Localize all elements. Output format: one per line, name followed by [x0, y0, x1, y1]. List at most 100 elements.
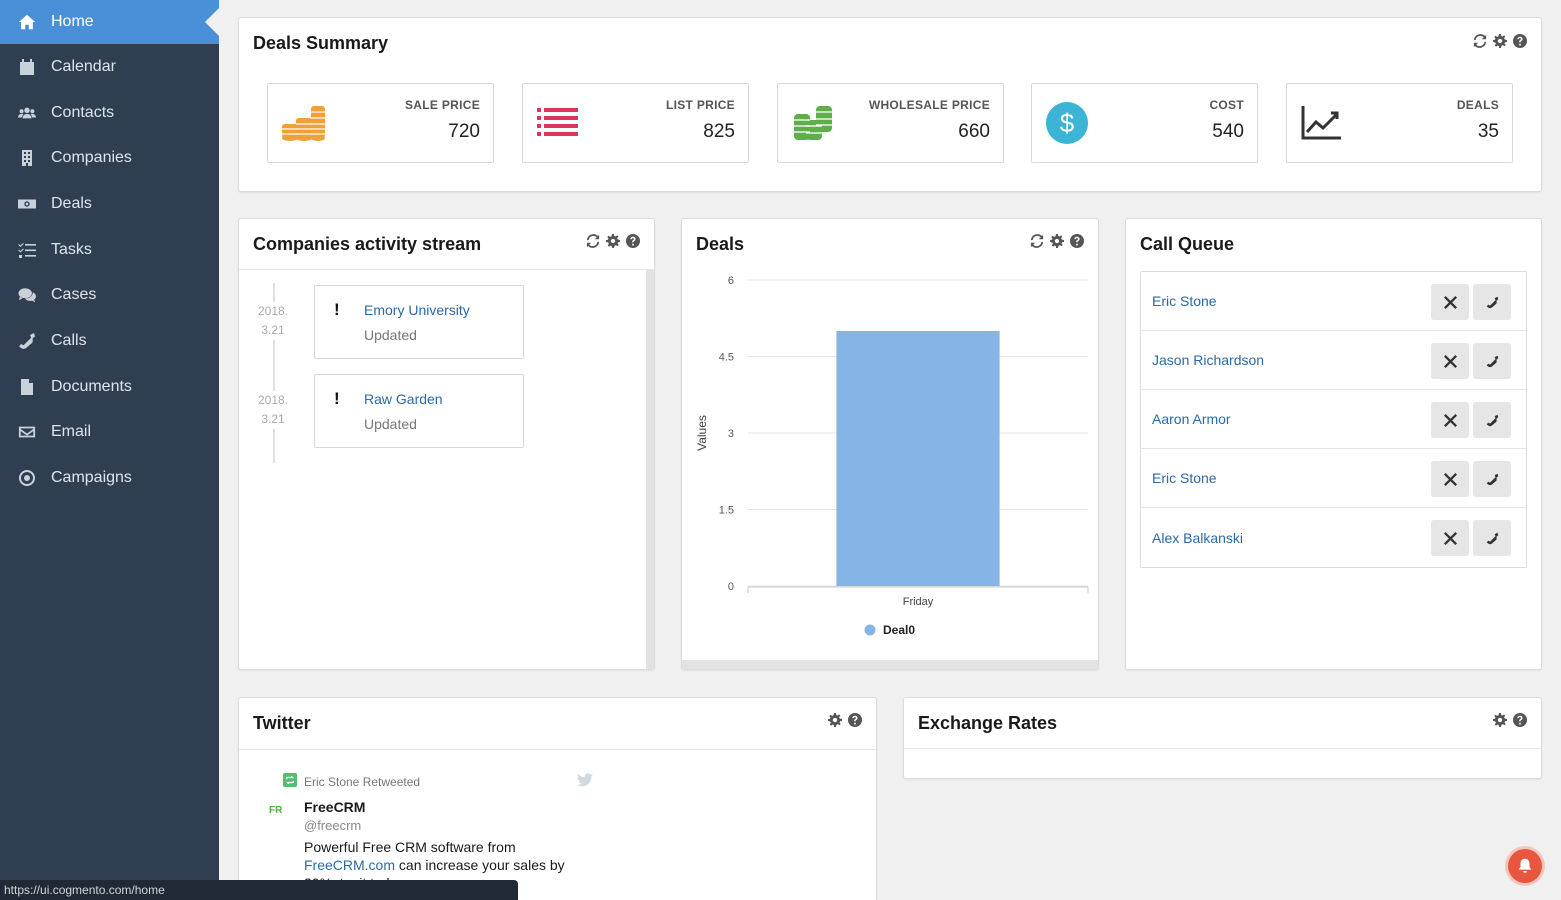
gear-icon[interactable]: [1050, 234, 1064, 248]
remove-button[interactable]: [1431, 402, 1469, 438]
y-tick-label: 3: [728, 428, 734, 440]
help-icon[interactable]: [1070, 234, 1084, 248]
target-icon: [17, 469, 37, 487]
card-title: Deals: [696, 234, 745, 254]
refresh-icon[interactable]: [1473, 34, 1487, 48]
help-icon[interactable]: [626, 234, 640, 248]
remove-button[interactable]: [1431, 520, 1469, 556]
activity-company-link[interactable]: Raw Garden: [364, 391, 443, 407]
sidebar-item-companies[interactable]: Companies: [0, 135, 219, 181]
refresh-icon[interactable]: [1030, 234, 1044, 248]
gear-icon[interactable]: [1493, 713, 1507, 727]
exclamation-icon: !: [334, 389, 340, 408]
sidebar-item-label: Calls: [51, 331, 87, 349]
stat-label: WHOLESALE PRICE: [868, 98, 990, 112]
list-icon: [535, 100, 581, 146]
sidebar-item-cases[interactable]: Cases: [0, 272, 219, 318]
help-icon[interactable]: [1513, 713, 1527, 727]
y-tick-label: 1.5: [719, 505, 734, 517]
notification-button[interactable]: [1508, 849, 1542, 883]
deals-summary-card: Deals Summary SALE PRICE 720 LIST PRICE …: [238, 17, 1542, 192]
call-button[interactable]: [1473, 520, 1511, 556]
tweet: Eric Stone Retweeted FR FreeCRM @freecrm…: [239, 749, 876, 900]
queue-contact-link[interactable]: Eric Stone: [1152, 470, 1217, 486]
account-name[interactable]: FreeCRM: [304, 799, 366, 815]
phone-icon: [1486, 414, 1498, 426]
call-button[interactable]: [1473, 343, 1511, 379]
remove-button[interactable]: [1431, 461, 1469, 497]
stat-label: COST: [1209, 98, 1244, 112]
avatar[interactable]: FR: [269, 805, 283, 816]
call-button[interactable]: [1473, 461, 1511, 497]
sidebar-item-tasks[interactable]: Tasks: [0, 227, 219, 273]
stat-label: LIST PRICE: [665, 98, 735, 112]
tasks-icon: [17, 241, 37, 259]
status-url: https://ui.cogmento.com/home: [4, 883, 165, 897]
queue-row: Jason Richardson: [1141, 331, 1526, 390]
queue-contact-link[interactable]: Jason Richardson: [1152, 352, 1265, 368]
queue-contact-link[interactable]: Aaron Armor: [1152, 411, 1231, 427]
coins-icon: [280, 100, 326, 146]
card-title: Companies activity stream: [253, 233, 482, 254]
card-header: Call Queue: [1126, 219, 1541, 270]
scrollbar[interactable]: [646, 270, 654, 669]
activity-item[interactable]: ! Raw Garden Updated: [314, 374, 524, 448]
queue-row: Eric Stone: [1141, 449, 1526, 508]
dollar-circle-icon: $: [1044, 100, 1090, 146]
sidebar-item-label: Documents: [51, 377, 132, 395]
y-axis-label: Values: [695, 415, 709, 451]
stat-value: 825: [703, 121, 735, 142]
call-button[interactable]: [1473, 284, 1511, 320]
svg-text:$: $: [1060, 108, 1075, 138]
close-icon: [1443, 413, 1457, 427]
twitter-card: Twitter Eric Stone Retweeted FR FreeCRM …: [238, 697, 877, 900]
sidebar-item-email[interactable]: Email: [0, 410, 219, 456]
card-tools: [1473, 34, 1527, 48]
queue-contact-link[interactable]: Alex Balkanski: [1152, 529, 1244, 546]
refresh-icon[interactable]: [586, 234, 600, 248]
stat-value: 35: [1477, 121, 1499, 142]
y-tick-label: 0: [728, 581, 734, 593]
activity-company-link[interactable]: Emory University: [364, 302, 470, 318]
activity-status: Updated: [364, 327, 417, 343]
stat-value: 720: [448, 121, 480, 142]
stat-value: 540: [1212, 121, 1244, 142]
sidebar-item-campaigns[interactable]: Campaigns: [0, 455, 219, 501]
close-icon: [1443, 295, 1457, 309]
y-tick-label: 4.5: [719, 352, 734, 364]
help-icon[interactable]: [848, 713, 862, 727]
remove-button[interactable]: [1431, 343, 1469, 379]
sidebar-item-documents[interactable]: Documents: [0, 364, 219, 410]
card-title: Twitter: [253, 713, 311, 733]
card-tools: [586, 234, 640, 248]
sidebar-item-contacts[interactable]: Contacts: [0, 90, 219, 136]
sidebar-item-deals[interactable]: Deals: [0, 181, 219, 227]
phone-icon: [1486, 532, 1498, 544]
x-tick-label: Friday: [903, 596, 934, 608]
sidebar-item-label: Companies: [51, 149, 132, 167]
card-header: Deals Summary: [239, 18, 1541, 69]
call-button[interactable]: [1473, 402, 1511, 438]
help-icon[interactable]: [1513, 34, 1527, 48]
sidebar-item-calls[interactable]: Calls: [0, 318, 219, 364]
remove-button[interactable]: [1431, 284, 1469, 320]
phone-icon: [1486, 473, 1498, 485]
activity-item[interactable]: ! Emory University Updated: [314, 285, 524, 359]
gear-icon[interactable]: [1493, 34, 1507, 48]
card-header: Deals: [682, 219, 1098, 270]
sidebar-item-label: Contacts: [51, 103, 115, 121]
gear-icon[interactable]: [828, 713, 842, 727]
call-queue-card: Call Queue Eric Stone Jason Richardson A…: [1125, 218, 1542, 670]
tweet-link[interactable]: FreeCRM.com: [304, 857, 396, 873]
gear-icon[interactable]: [606, 234, 620, 248]
account-handle[interactable]: @freecrm: [304, 818, 362, 833]
users-icon: [17, 104, 37, 122]
sidebar-item-calendar[interactable]: Calendar: [0, 44, 219, 90]
sidebar-item-home[interactable]: Home: [0, 0, 219, 44]
queue-contact-link[interactable]: Eric Stone: [1152, 293, 1217, 309]
twitter-bird-icon[interactable]: [577, 773, 593, 792]
stat-deals: DEALS 35: [1286, 83, 1513, 163]
bell-icon: [1518, 858, 1532, 873]
money-icon: [17, 195, 37, 213]
legend-marker: [864, 624, 876, 636]
